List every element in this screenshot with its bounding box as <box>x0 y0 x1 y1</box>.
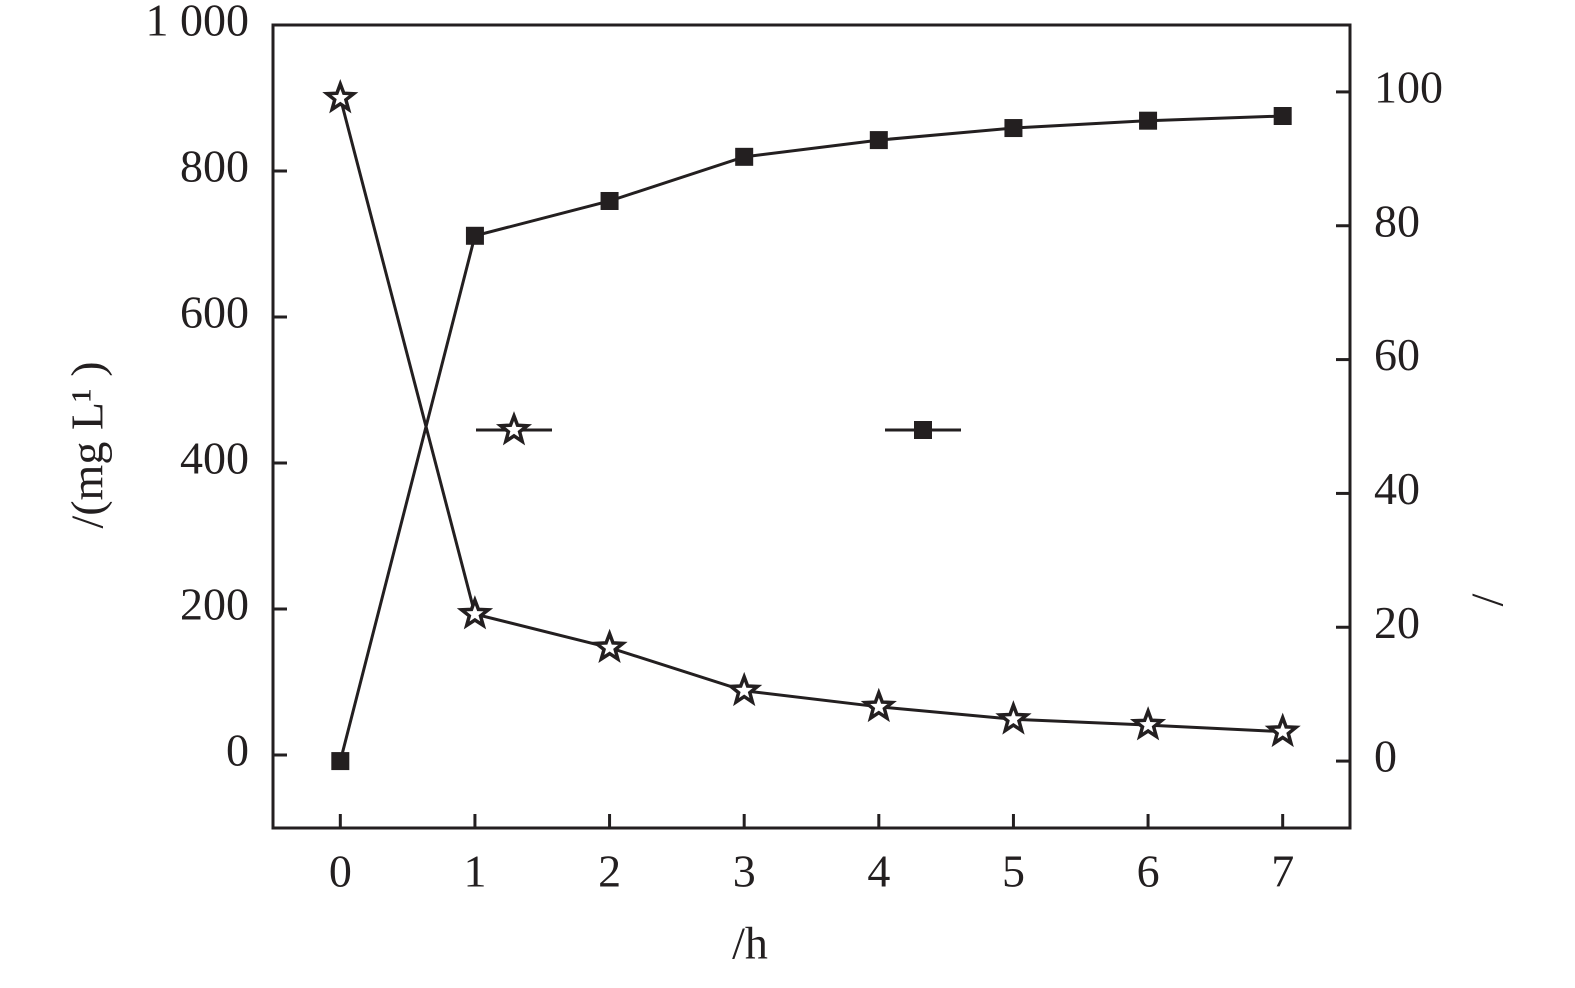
x-tick-label: 5 <box>1002 846 1025 897</box>
star-marker <box>726 671 763 707</box>
x-axis-label: /h <box>732 918 768 969</box>
square-marker <box>1139 111 1158 130</box>
star-marker <box>456 595 494 630</box>
y2-tick-label: 80 <box>1374 195 1420 246</box>
y2-tick-label: 60 <box>1374 329 1420 380</box>
y-tick-label: 1 000 <box>146 0 250 46</box>
square-marker <box>735 147 754 166</box>
legend-marker <box>495 411 533 446</box>
series-line <box>338 114 1283 762</box>
square-marker <box>465 226 484 245</box>
y2-tick-label: 20 <box>1374 597 1420 648</box>
star-marker <box>1264 712 1301 748</box>
y2-axis-label: / <box>1462 593 1513 606</box>
y2-tick-label: 40 <box>1374 463 1420 514</box>
x-tick-label: 7 <box>1271 846 1294 897</box>
legend-marker <box>914 421 932 439</box>
series-line <box>338 97 1283 734</box>
star-marker <box>860 687 897 723</box>
square-marker <box>331 752 350 771</box>
y-axis-label: /(mg L¹ ) <box>62 361 113 528</box>
y-tick-label: 600 <box>180 287 249 338</box>
square-marker <box>1273 107 1292 126</box>
x-tick-label: 6 <box>1137 846 1160 897</box>
x-tick-label: 3 <box>733 846 756 897</box>
y-tick-label: 0 <box>226 725 249 776</box>
star-marker <box>322 79 359 114</box>
x-tick-label: 2 <box>598 846 621 897</box>
star-marker <box>995 700 1032 735</box>
star-marker <box>591 628 628 664</box>
x-tick-label: 1 <box>463 846 486 897</box>
y-tick-label: 400 <box>180 433 249 484</box>
square-marker <box>869 131 888 150</box>
y-tick-label: 200 <box>180 579 249 630</box>
y2-tick-label: 0 <box>1374 731 1397 782</box>
x-tick-label: 0 <box>329 846 352 897</box>
square-marker <box>600 191 619 210</box>
star-marker <box>1129 706 1167 741</box>
square-marker <box>1004 119 1023 138</box>
y-tick-label: 800 <box>180 141 249 192</box>
x-tick-label: 4 <box>867 846 890 897</box>
plot-frame <box>271 23 1352 830</box>
y2-tick-label: 100 <box>1374 61 1443 112</box>
